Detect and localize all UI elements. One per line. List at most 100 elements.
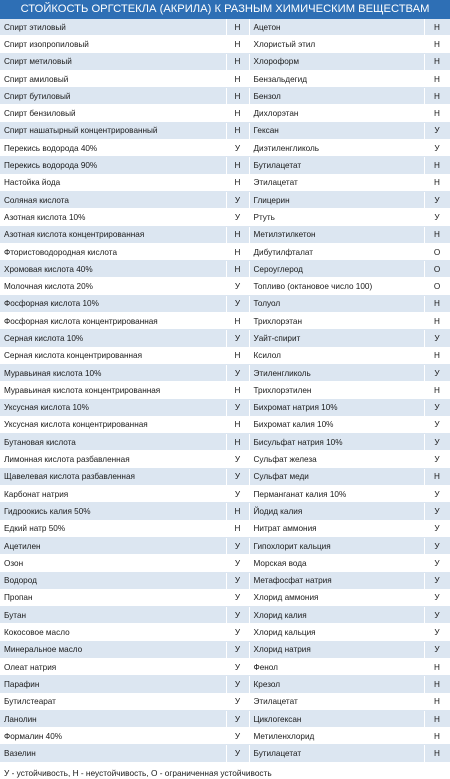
substance-name-left: Соляная кислота xyxy=(0,191,227,210)
resistance-mark-left: У xyxy=(226,727,250,746)
substance-name-left: Серная кислота 10% xyxy=(0,329,227,348)
resistance-mark-right: У xyxy=(424,589,450,608)
resistance-mark-right: Н xyxy=(424,156,450,175)
table-row: Спирт нашатырный концентрированный Н Гекса… xyxy=(0,122,450,141)
resistance-mark-left: Н xyxy=(226,347,250,365)
resistance-mark-left: Н xyxy=(226,433,250,452)
substance-name-right: Хлористый этил xyxy=(249,35,425,54)
resistance-mark-left: У xyxy=(226,606,250,625)
resistance-mark-right: У xyxy=(424,433,450,452)
substance-name-right: Ацетон xyxy=(249,19,425,37)
substance-name-left: Азотная кислота 10% xyxy=(0,208,227,227)
resistance-mark-right: Н xyxy=(424,174,450,192)
resistance-mark-right: Н xyxy=(424,104,450,123)
resistance-mark-right: У xyxy=(424,208,450,227)
table-row: Хромовая кислота 40% Н Сероуглерод О xyxy=(0,260,450,279)
table-row: Фосфорная кислота 10% У Толуол Н xyxy=(0,295,450,314)
resistance-mark-left: У xyxy=(226,485,250,504)
resistance-mark-right: У xyxy=(424,191,450,210)
table-row: Соляная кислота У Глицерин У xyxy=(0,191,450,210)
resistance-mark-left: У xyxy=(226,399,250,417)
resistance-mark-left: Н xyxy=(226,35,250,54)
substance-name-right: Ртуть xyxy=(249,208,425,227)
table-row: Парафин У Крезол Н xyxy=(0,675,450,694)
resistance-mark-right: Н xyxy=(424,312,450,331)
resistance-mark-right: Н xyxy=(424,693,450,711)
table-row: Едкий натр 50% Н Нитрат аммония У xyxy=(0,520,450,538)
resistance-mark-right: У xyxy=(424,399,450,417)
resistance-mark-left: Н xyxy=(226,70,250,89)
resistance-mark-right: У xyxy=(424,416,450,435)
table-row: Спирт метиловый Н Хлороформ Н xyxy=(0,53,450,71)
substance-name-right: Хлороформ xyxy=(249,53,425,71)
substance-name-left: Ланолин xyxy=(0,710,227,729)
legend-note: У - устойчивость, Н - неустойчивость, О … xyxy=(4,767,272,778)
table-row: Муравьиная кислота концентрированная Н Три… xyxy=(0,381,450,400)
substance-name-right: Перманганат калия 10% xyxy=(249,485,425,504)
resistance-mark-right: Н xyxy=(424,727,450,746)
substance-name-left: Молочная кислота 20% xyxy=(0,277,227,296)
table-row: Озон У Морская вода У xyxy=(0,554,450,573)
substance-name-right: Бензол xyxy=(249,87,425,106)
resistance-mark-right: У xyxy=(424,606,450,625)
resistance-mark-left: У xyxy=(226,468,250,487)
resistance-mark-right: У xyxy=(424,139,450,158)
resistance-mark-left: Н xyxy=(226,416,250,435)
table-row: Перекись водорода 90% Н Бутилацетат Н xyxy=(0,156,450,175)
resistance-mark-right: Н xyxy=(424,710,450,729)
resistance-mark-left: У xyxy=(226,572,250,590)
resistance-mark-right: Н xyxy=(424,658,450,677)
resistance-mark-left: У xyxy=(226,537,250,556)
substance-name-left: Вазелин xyxy=(0,744,227,763)
resistance-mark-right: Н xyxy=(424,70,450,89)
resistance-mark-right: У xyxy=(424,641,450,659)
resistance-mark-left: У xyxy=(226,710,250,729)
resistance-mark-right: О xyxy=(424,277,450,296)
resistance-mark-right: У xyxy=(424,537,450,556)
table-row: Бутилстеарат У Этилацетат Н xyxy=(0,693,450,711)
substance-name-right: Морская вода xyxy=(249,554,425,573)
resistance-mark-left: У xyxy=(226,295,250,314)
resistance-mark-right: У xyxy=(424,450,450,469)
substance-name-left: Серная кислота концентрированная xyxy=(0,347,227,365)
resistance-mark-right: Н xyxy=(424,347,450,365)
substance-name-left: Фтористоводородная кислота xyxy=(0,243,227,262)
substance-name-right: Дихлорэтан xyxy=(249,104,425,123)
resistance-mark-right: Н xyxy=(424,675,450,694)
resistance-mark-left: У xyxy=(226,277,250,296)
table-row: Олеат натрия У Фенол Н xyxy=(0,658,450,677)
substance-name-right: Хлорид кальция xyxy=(249,623,425,642)
substance-name-left: Гидроокись калия 50% xyxy=(0,502,227,521)
resistance-mark-left: Н xyxy=(226,381,250,400)
table-row: Карбонат натрия У Перманганат калия 10% У xyxy=(0,485,450,504)
table-row: Ацетилен У Гипохлорит кальция У xyxy=(0,537,450,556)
substance-name-left: Кокосовое масло xyxy=(0,623,227,642)
substance-name-left: Уксусная кислота 10% xyxy=(0,399,227,417)
resistance-mark-left: Н xyxy=(226,502,250,521)
resistance-mark-right: У xyxy=(424,485,450,504)
table-row: Спирт этиловый Н Ацетон Н xyxy=(0,19,450,37)
substance-name-right: Хлорид аммония xyxy=(249,589,425,608)
resistance-mark-left: Н xyxy=(226,122,250,141)
table-row: Спирт бензиловый Н Дихлорэтан Н xyxy=(0,104,450,123)
substance-name-right: Диэтиленгликоль xyxy=(249,139,425,158)
substance-name-left: Олеат натрия xyxy=(0,658,227,677)
table-body: Спирт этиловый Н Ацетон Н Спирт изопропиловы… xyxy=(0,19,450,763)
substance-name-right: Этилацетат xyxy=(249,174,425,192)
substance-name-right: Хлорид натрия xyxy=(249,641,425,659)
substance-name-right: Метиленхлорид xyxy=(249,727,425,746)
table-row: Вазелин У Бутилацетат Н xyxy=(0,744,450,763)
substance-name-right: Нитрат аммония xyxy=(249,520,425,538)
substance-name-left: Спирт нашатырный концентрированный xyxy=(0,122,227,141)
table-row: Уксусная кислота концентрированная Н Бихро… xyxy=(0,416,450,435)
resistance-mark-right: Н xyxy=(424,295,450,314)
substance-name-left: Муравьиная кислота 10% xyxy=(0,364,227,383)
resistance-mark-right: Н xyxy=(424,744,450,763)
resistance-mark-left: У xyxy=(226,450,250,469)
substance-name-left: Спирт амиловый xyxy=(0,70,227,89)
substance-name-left: Спирт этиловый xyxy=(0,19,227,37)
resistance-mark-left: Н xyxy=(226,243,250,262)
substance-name-left: Перекись водорода 40% xyxy=(0,139,227,158)
table-row: Формалин 40% У Метиленхлорид Н xyxy=(0,727,450,746)
substance-name-right: Бензальдегид xyxy=(249,70,425,89)
